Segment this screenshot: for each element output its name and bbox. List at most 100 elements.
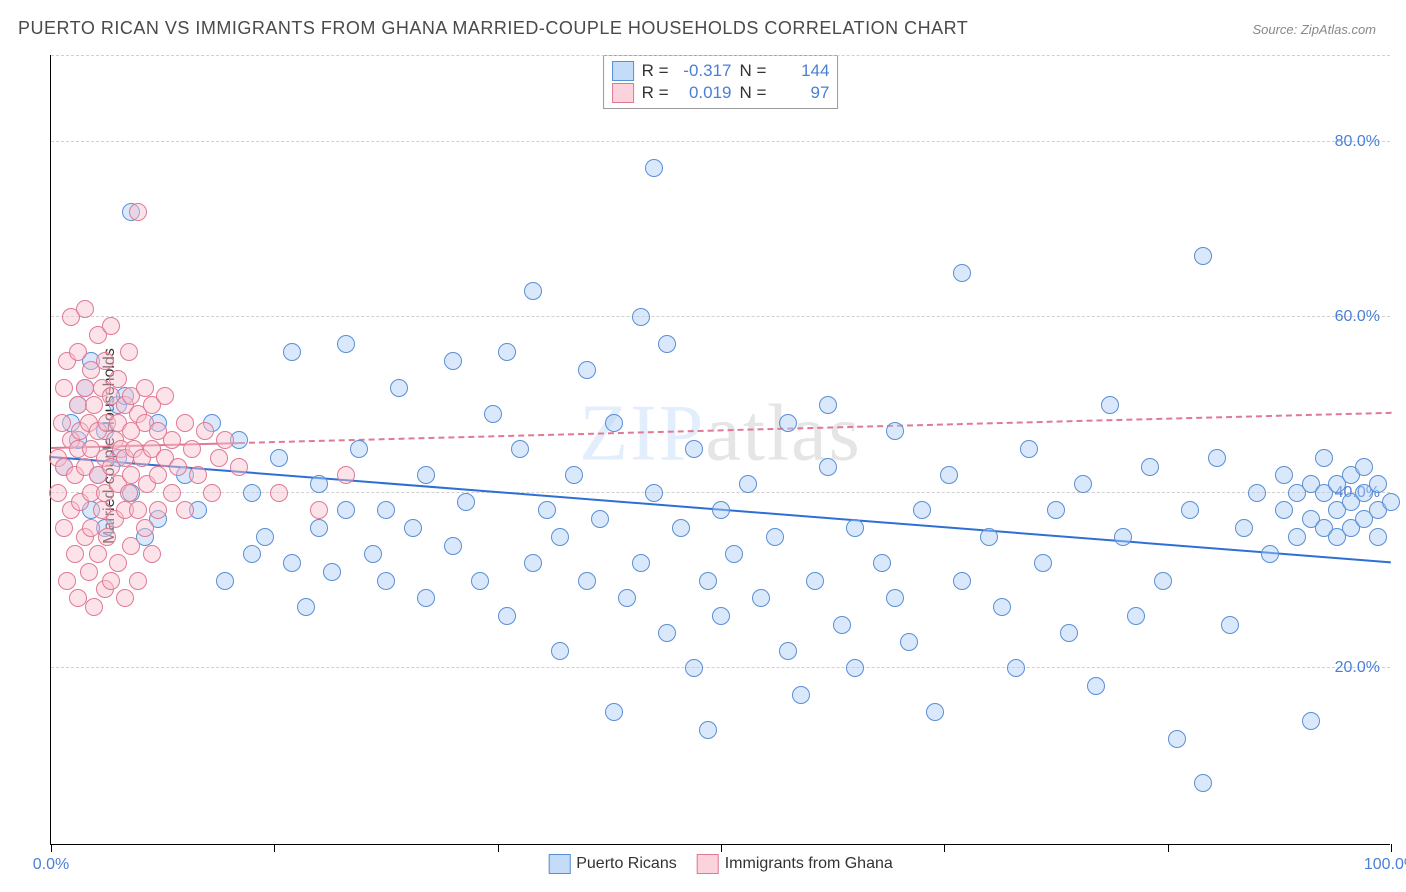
data-point	[417, 466, 435, 484]
n-label-2: N =	[740, 83, 767, 103]
data-point	[618, 589, 636, 607]
data-point	[270, 449, 288, 467]
r-label: R =	[642, 61, 669, 81]
swatch-pink-icon	[612, 83, 634, 103]
data-point	[256, 528, 274, 546]
data-point	[390, 379, 408, 397]
data-point	[270, 484, 288, 502]
data-point	[605, 703, 623, 721]
data-point	[900, 633, 918, 651]
data-point	[1127, 607, 1145, 625]
xtick	[51, 844, 52, 852]
data-point	[873, 554, 891, 572]
ytick-label: 20.0%	[1335, 659, 1380, 677]
data-point	[806, 572, 824, 590]
data-point	[129, 501, 147, 519]
data-point	[940, 466, 958, 484]
data-point	[846, 659, 864, 677]
data-point	[1168, 730, 1186, 748]
data-point	[183, 440, 201, 458]
data-point	[1007, 659, 1025, 677]
n-value-1: 144	[774, 61, 829, 81]
n-label: N =	[740, 61, 767, 81]
data-point	[243, 545, 261, 563]
plot-area: ZIPatlas R = -0.317 N = 144 R = 0.019 N …	[50, 55, 1390, 845]
data-point	[169, 458, 187, 476]
r-label-2: R =	[642, 83, 669, 103]
data-point	[417, 589, 435, 607]
data-point	[752, 589, 770, 607]
data-point	[163, 484, 181, 502]
data-point	[1315, 449, 1333, 467]
data-point	[310, 519, 328, 537]
data-point	[658, 624, 676, 642]
data-point	[1288, 528, 1306, 546]
data-point	[337, 466, 355, 484]
data-point	[1034, 554, 1052, 572]
data-point	[993, 598, 1011, 616]
data-point	[196, 422, 214, 440]
data-point	[538, 501, 556, 519]
ytick-label: 60.0%	[1335, 308, 1380, 326]
data-point	[350, 440, 368, 458]
data-point	[1275, 466, 1293, 484]
data-point	[283, 554, 301, 572]
data-point	[766, 528, 784, 546]
stats-legend-box: R = -0.317 N = 144 R = 0.019 N = 97	[603, 55, 839, 109]
gridline	[51, 141, 1390, 142]
watermark-atlas: atlas	[705, 389, 862, 477]
data-point	[109, 554, 127, 572]
data-point	[1302, 712, 1320, 730]
data-point	[1208, 449, 1226, 467]
data-point	[779, 414, 797, 432]
legend-item-1: Puerto Ricans	[548, 854, 677, 874]
data-point	[1194, 774, 1212, 792]
data-point	[310, 475, 328, 493]
data-point	[953, 264, 971, 282]
data-point	[283, 343, 301, 361]
xtick	[498, 844, 499, 852]
data-point	[524, 282, 542, 300]
data-point	[712, 607, 730, 625]
gridline	[51, 316, 1390, 317]
data-point	[377, 501, 395, 519]
data-point	[1060, 624, 1078, 642]
data-point	[85, 598, 103, 616]
data-point	[739, 475, 757, 493]
data-point	[98, 528, 116, 546]
data-point	[1101, 396, 1119, 414]
data-point	[605, 414, 623, 432]
data-point	[69, 343, 87, 361]
gridline	[51, 667, 1390, 668]
data-point	[524, 554, 542, 572]
data-point	[96, 352, 114, 370]
data-point	[685, 659, 703, 677]
data-point	[699, 572, 717, 590]
legend-swatch-pink-icon	[697, 854, 719, 874]
data-point	[53, 414, 71, 432]
data-point	[819, 458, 837, 476]
data-point	[129, 203, 147, 221]
data-point	[578, 361, 596, 379]
data-point	[444, 537, 462, 555]
n-value-2: 97	[774, 83, 829, 103]
data-point	[136, 379, 154, 397]
xtick-label: 0.0%	[33, 856, 69, 874]
data-point	[551, 642, 569, 660]
legend-label-1: Puerto Ricans	[576, 855, 677, 873]
data-point	[89, 545, 107, 563]
r-value-2: 0.019	[677, 83, 732, 103]
data-point	[632, 554, 650, 572]
r-value-1: -0.317	[677, 61, 732, 81]
data-point	[1154, 572, 1172, 590]
data-point	[109, 370, 127, 388]
data-point	[498, 607, 516, 625]
data-point	[156, 387, 174, 405]
data-point	[163, 431, 181, 449]
data-point	[886, 422, 904, 440]
data-point	[102, 572, 120, 590]
data-point	[444, 352, 462, 370]
data-point	[819, 396, 837, 414]
data-point	[792, 686, 810, 704]
data-point	[1114, 528, 1132, 546]
